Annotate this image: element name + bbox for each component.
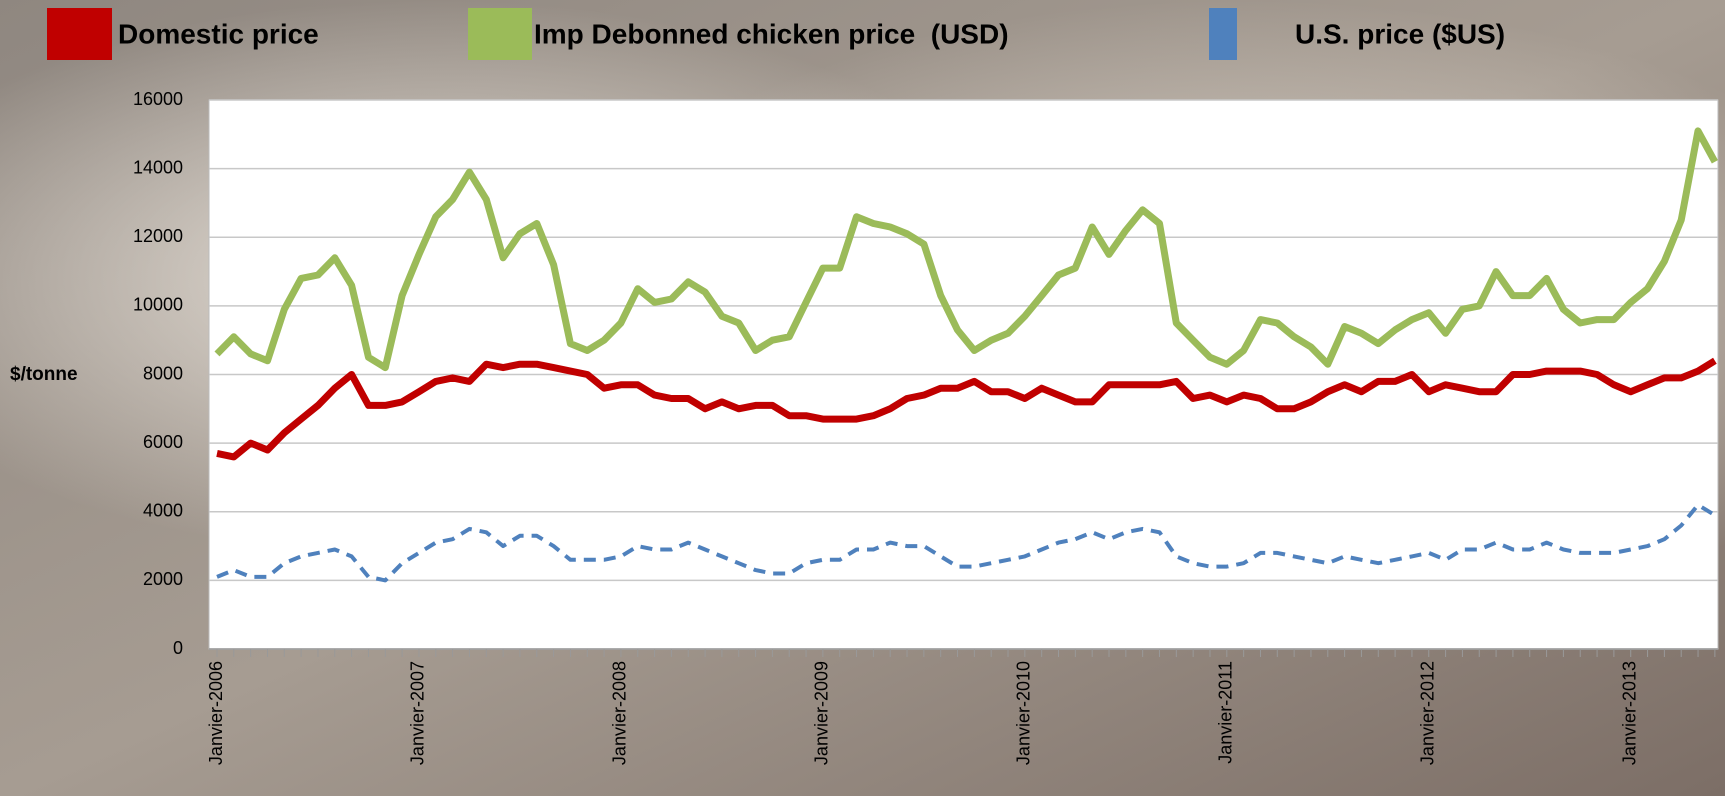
y-tick-label: 4000 (143, 501, 183, 521)
y-tick-label: 12000 (133, 226, 183, 246)
legend-swatch (47, 8, 112, 60)
y-axis-label: $/tonne (10, 364, 78, 385)
x-tick-label: Janvier-2012 (1418, 661, 1438, 765)
x-tick-label: Janvier-2013 (1619, 661, 1639, 765)
legend-swatch (1209, 8, 1237, 60)
y-tick-label: 8000 (143, 363, 183, 383)
series-line (216, 502, 1716, 583)
y-tick-label: 16000 (133, 89, 183, 109)
x-tick-label: Janvier-2007 (408, 661, 428, 765)
x-tick-label: Janvier-2008 (610, 661, 630, 765)
y-tick-label: 14000 (133, 157, 183, 177)
x-tick-label: Janvier-2011 (1216, 661, 1236, 764)
legend-swatch (468, 8, 532, 60)
y-tick-label: 10000 (133, 295, 183, 315)
legend-label: Imp Debonned chicken price (USD) (534, 18, 1009, 49)
x-tick-label: Janvier-2010 (1014, 661, 1034, 765)
y-tick-label: 2000 (143, 569, 183, 589)
legend-label: Domestic price (118, 18, 319, 49)
x-tick-label: Janvier-2006 (206, 661, 226, 765)
legend-label: U.S. price ($US) (1295, 18, 1505, 49)
y-tick-label: 6000 (143, 432, 183, 452)
series-line (214, 127, 1718, 372)
y-tick-label: 0 (173, 638, 183, 658)
x-tick-label: Janvier-2009 (812, 661, 832, 765)
series-line (216, 357, 1717, 461)
